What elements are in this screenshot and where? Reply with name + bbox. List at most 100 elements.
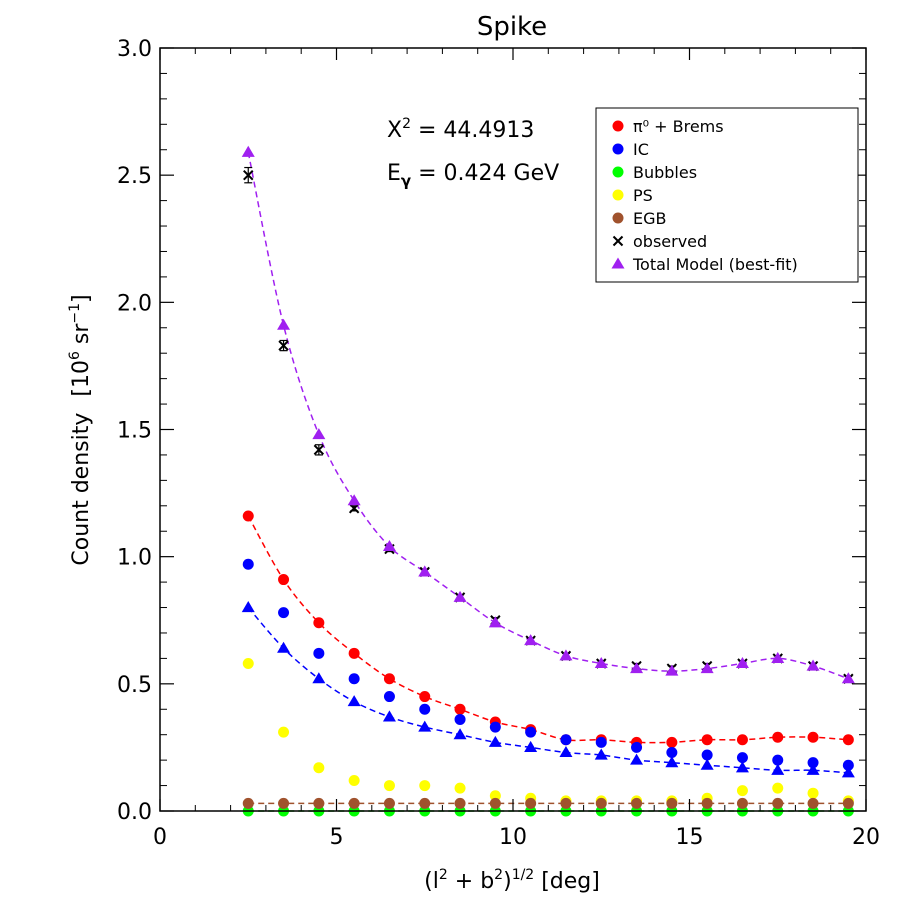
total-model-best-fit-point [524,634,538,646]
legend-label: EGB [633,209,666,228]
y-tick-label: 0.0 [117,800,152,825]
observed-point [348,503,360,514]
bubbles-series [242,805,854,817]
ps-point [736,785,748,797]
legend-label: IC [633,140,649,159]
brems-point [348,647,360,659]
y-tick-label: 1.0 [117,546,152,571]
ic-dashed-triangles-point [594,748,608,760]
data-marks [241,145,855,817]
brems-curve [247,515,849,744]
brems-point [807,731,819,743]
ic-dashed-triangles-point [841,766,855,778]
total-model-best-fit-point [241,145,255,157]
x-tick-label: 5 [330,825,344,850]
y-tick-label: 3.0 [117,37,152,62]
ic-point [278,607,290,619]
egb-point [242,797,254,809]
ic-point [772,754,784,766]
ps-point [489,790,501,802]
egb-point [736,797,748,809]
brems-point [666,736,678,748]
x-stroke [612,235,624,247]
ic-dashed-triangles-point [241,601,255,613]
ps-point [454,782,466,794]
chi-square-annotation: X2 = 44.4913 [387,116,534,143]
y-tick-label: 2.0 [117,291,152,316]
egb-point [489,797,501,809]
x-axis-label: (l2 + b2)1/2 [deg] [424,867,600,894]
ps-point [807,787,819,799]
energy-annotation: Eγ = 0.424 GeV [387,161,559,190]
ic-dashed-triangles-point [700,758,714,770]
ic-dashed-triangles-point [277,641,291,653]
brems-point [772,731,784,743]
total-model-best-fit-point [382,539,396,552]
ic-point [489,721,501,733]
ic-dashed-triangles-point [418,720,432,732]
ic-dashed-triangles-point [630,753,644,765]
chart-title: Spike [477,12,547,42]
legend-marker-brems [612,120,624,132]
x-tick-label: 15 [676,825,704,850]
total-model-best-fit-point [630,662,644,674]
ic-point [560,734,572,746]
ic-point [419,703,431,715]
x-stroke [243,169,254,181]
axes [159,47,867,812]
total-model-best-fit-point [488,616,502,628]
ps-point [313,762,325,774]
egb-point [454,797,466,809]
total-model-best-fit-point [559,649,573,661]
total-model-best-fit-point [771,651,785,663]
brems-point [736,734,748,746]
ic-point [842,759,854,771]
ic-point [313,647,325,659]
tick-labels: 0 5 10 15 20 0.0 0.5 1.0 1.5 2.0 2.5 3.0 [117,37,880,850]
observed-point [278,340,289,351]
ic-point [595,736,607,748]
ic-dashed-triangles-point [806,763,820,775]
legend-label: PS [633,186,653,205]
y-axis-label: Count density[106 sr−1] [67,294,94,565]
egb-point [278,797,290,809]
legend-label: observed [633,232,707,251]
brems-point [842,734,854,746]
brems-point [454,703,466,715]
ic-series [242,558,854,771]
x-stroke [278,340,289,351]
total-model-best-fit-point [841,672,855,684]
ic-point [807,757,819,769]
ps-point [242,657,254,669]
brems-point [419,691,431,703]
ic-dashed-triangles-point [665,756,679,768]
legend-marker-ic [612,143,624,155]
brems-series [242,510,854,748]
egb-point [383,797,395,809]
ic-dashed-triangles-point [524,740,538,752]
ic-point [631,741,643,753]
x-stroke [313,444,325,456]
ic-point [454,713,466,725]
legend: π⁰ + Brems IC Bubbles PS EGB observed Total Mo… [595,107,859,283]
egb-series [242,797,854,809]
x-tick-label: 0 [153,825,167,850]
total-model-best-fit-point [806,659,820,671]
x-tick-label: 20 [852,825,880,850]
ic-point [242,558,254,570]
ic-dashed-triangles-point [382,710,396,722]
total-model-best-fit-point [665,664,679,676]
ic-point [666,747,678,759]
egb-point [842,797,854,809]
total-model-best-fit-point [312,428,326,440]
total-model-best-fit-point [277,318,291,330]
x-tick-label: 10 [499,825,527,850]
total-model-best-fit-point [418,565,432,577]
total-model-best-fit-point [700,662,714,674]
total-model-best-fit-point [735,656,749,669]
brems-point [701,734,713,746]
ic-dashed-triangles-point [312,672,326,684]
brems-point [313,617,325,629]
egb-point [595,797,607,809]
